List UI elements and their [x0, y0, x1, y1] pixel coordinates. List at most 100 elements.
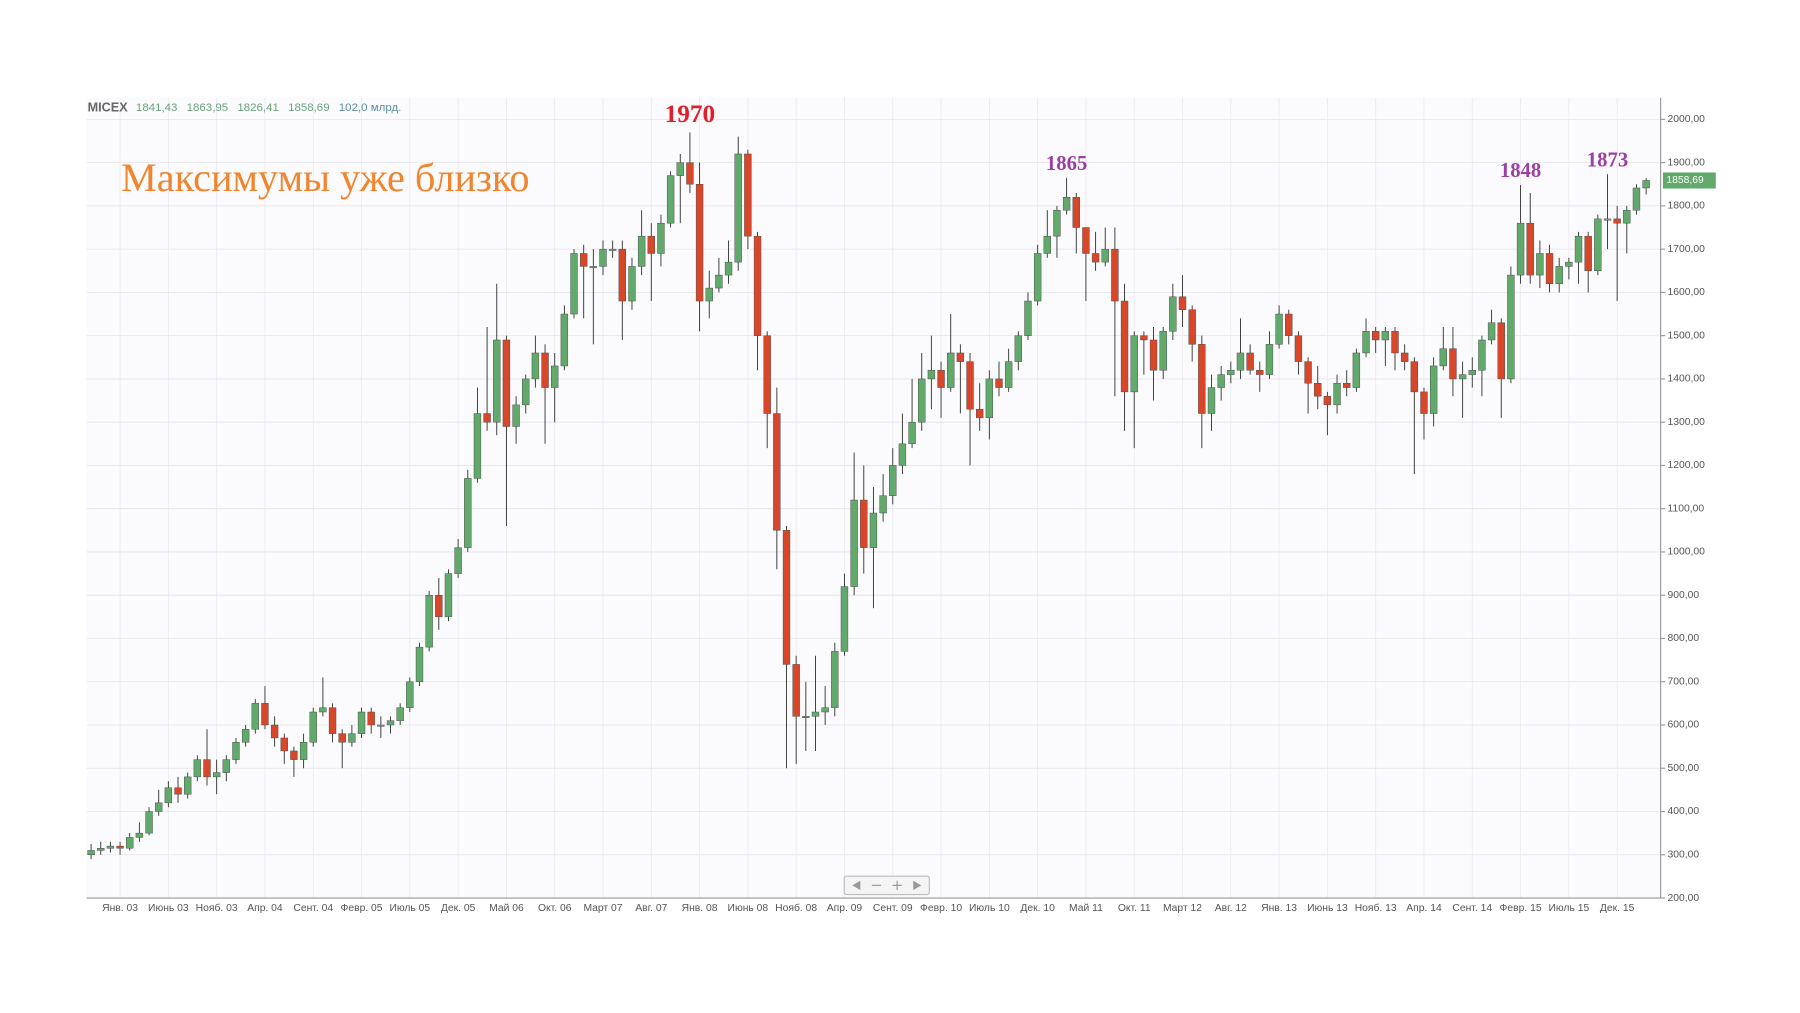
x-tick-label: Июнь 13	[1307, 903, 1348, 914]
candle-body	[1429, 365, 1438, 414]
candle-body	[618, 248, 626, 302]
candle-body	[174, 787, 182, 795]
nav-plus[interactable]	[892, 880, 902, 890]
candle-body	[1169, 296, 1177, 332]
y-tick-label: 2000,00	[1668, 114, 1706, 125]
candle-body	[299, 742, 308, 760]
candle-body	[966, 361, 974, 410]
candle-body	[589, 266, 598, 269]
x-tick-label: Июль 15	[1548, 903, 1589, 914]
candle-body	[724, 261, 733, 276]
candle-body	[212, 772, 221, 778]
candle-body	[251, 703, 259, 730]
candle-body	[541, 352, 549, 388]
candle-body	[802, 716, 810, 718]
candle-body	[493, 339, 501, 423]
candle-body	[580, 253, 588, 267]
header-value: 1863,95	[187, 102, 229, 114]
candle-body	[599, 248, 607, 267]
x-tick-label: Сент. 14	[1452, 903, 1492, 914]
candle-body	[811, 711, 820, 717]
y-tick-label: 800,00	[1668, 633, 1700, 644]
candle-body	[1478, 339, 1486, 371]
candle-body	[1632, 187, 1641, 211]
candle-body	[1545, 253, 1554, 284]
candle-body	[792, 664, 800, 717]
candle-body	[1362, 331, 1370, 354]
candle-body	[126, 837, 134, 849]
scroll-controls[interactable]	[843, 875, 930, 896]
x-tick-label: Янв. 08	[682, 903, 718, 914]
annotation: 1848	[1500, 160, 1541, 182]
x-tick-label: Нояб. 03	[196, 902, 238, 914]
candle-body	[396, 707, 404, 721]
candle-body	[1613, 218, 1621, 224]
x-tick-label: Июль 05	[389, 903, 430, 914]
candle-body	[1265, 344, 1274, 375]
candle-body	[1574, 235, 1583, 263]
candle-body	[734, 153, 742, 263]
candle-body	[377, 724, 385, 727]
candle-body	[860, 499, 868, 548]
candle-body	[1140, 335, 1148, 341]
candle-body	[116, 845, 124, 849]
nav-box[interactable]	[843, 875, 930, 896]
candle-body	[821, 707, 829, 713]
candle-body	[995, 378, 1003, 388]
x-tick-label: Янв. 03	[102, 903, 138, 914]
nav-left[interactable]	[852, 880, 861, 890]
candle-body	[1372, 331, 1380, 341]
candle-body	[1043, 235, 1051, 254]
candle-body	[1468, 370, 1476, 375]
candle-body	[290, 750, 298, 760]
candle-body	[1062, 197, 1071, 211]
candle-body	[203, 759, 211, 778]
candles	[87, 132, 1650, 860]
candle-body	[502, 339, 511, 427]
candle-body	[1536, 253, 1544, 276]
candle-body	[695, 184, 704, 302]
candle-body	[608, 248, 617, 251]
candle-body	[1642, 180, 1650, 189]
candle-body	[918, 378, 926, 423]
candle-body	[1091, 253, 1100, 263]
y-tick-label: 200,00	[1668, 893, 1700, 904]
candle-body	[937, 370, 945, 388]
x-tick-label: Янв. 13	[1261, 903, 1297, 914]
candle-body	[850, 499, 858, 587]
candle-body	[145, 811, 153, 834]
candle-body	[406, 681, 414, 708]
candle-body	[637, 235, 646, 267]
x-tick-label: Июнь 08	[728, 903, 769, 914]
header-value: 1858,69	[288, 102, 330, 114]
candle-body	[280, 737, 288, 752]
candle-body	[1400, 352, 1409, 362]
nav-right[interactable]	[913, 880, 922, 890]
candle-body	[1053, 209, 1061, 237]
x-tick-label: Авг. 12	[1215, 903, 1247, 914]
candle-body	[193, 759, 202, 778]
candle-body	[1449, 348, 1457, 380]
header-volume: 102,0 млрд.	[339, 102, 402, 114]
y-tick-label: 1700,00	[1668, 244, 1706, 255]
annotation: 1873	[1587, 149, 1628, 171]
y-tick-label: 900,00	[1668, 590, 1700, 601]
candle-body	[1623, 209, 1631, 224]
candle-body	[666, 175, 675, 224]
candle-body	[1014, 335, 1022, 362]
candle-body	[135, 832, 144, 838]
candle-body	[647, 235, 655, 254]
candle-body	[676, 162, 684, 176]
y-tick-label: 1600,00	[1668, 287, 1706, 298]
candle-body	[386, 720, 395, 726]
y-tick-label: 1400,00	[1668, 374, 1706, 385]
x-tick-label: Июнь 03	[148, 903, 189, 914]
x-tick-label: Июль 10	[969, 903, 1010, 914]
candle-body	[106, 845, 115, 849]
candle-body	[840, 586, 849, 652]
x-tick-label: Март 07	[583, 903, 622, 914]
x-tick-label: Май 11	[1069, 903, 1103, 914]
candle-body	[705, 287, 713, 302]
